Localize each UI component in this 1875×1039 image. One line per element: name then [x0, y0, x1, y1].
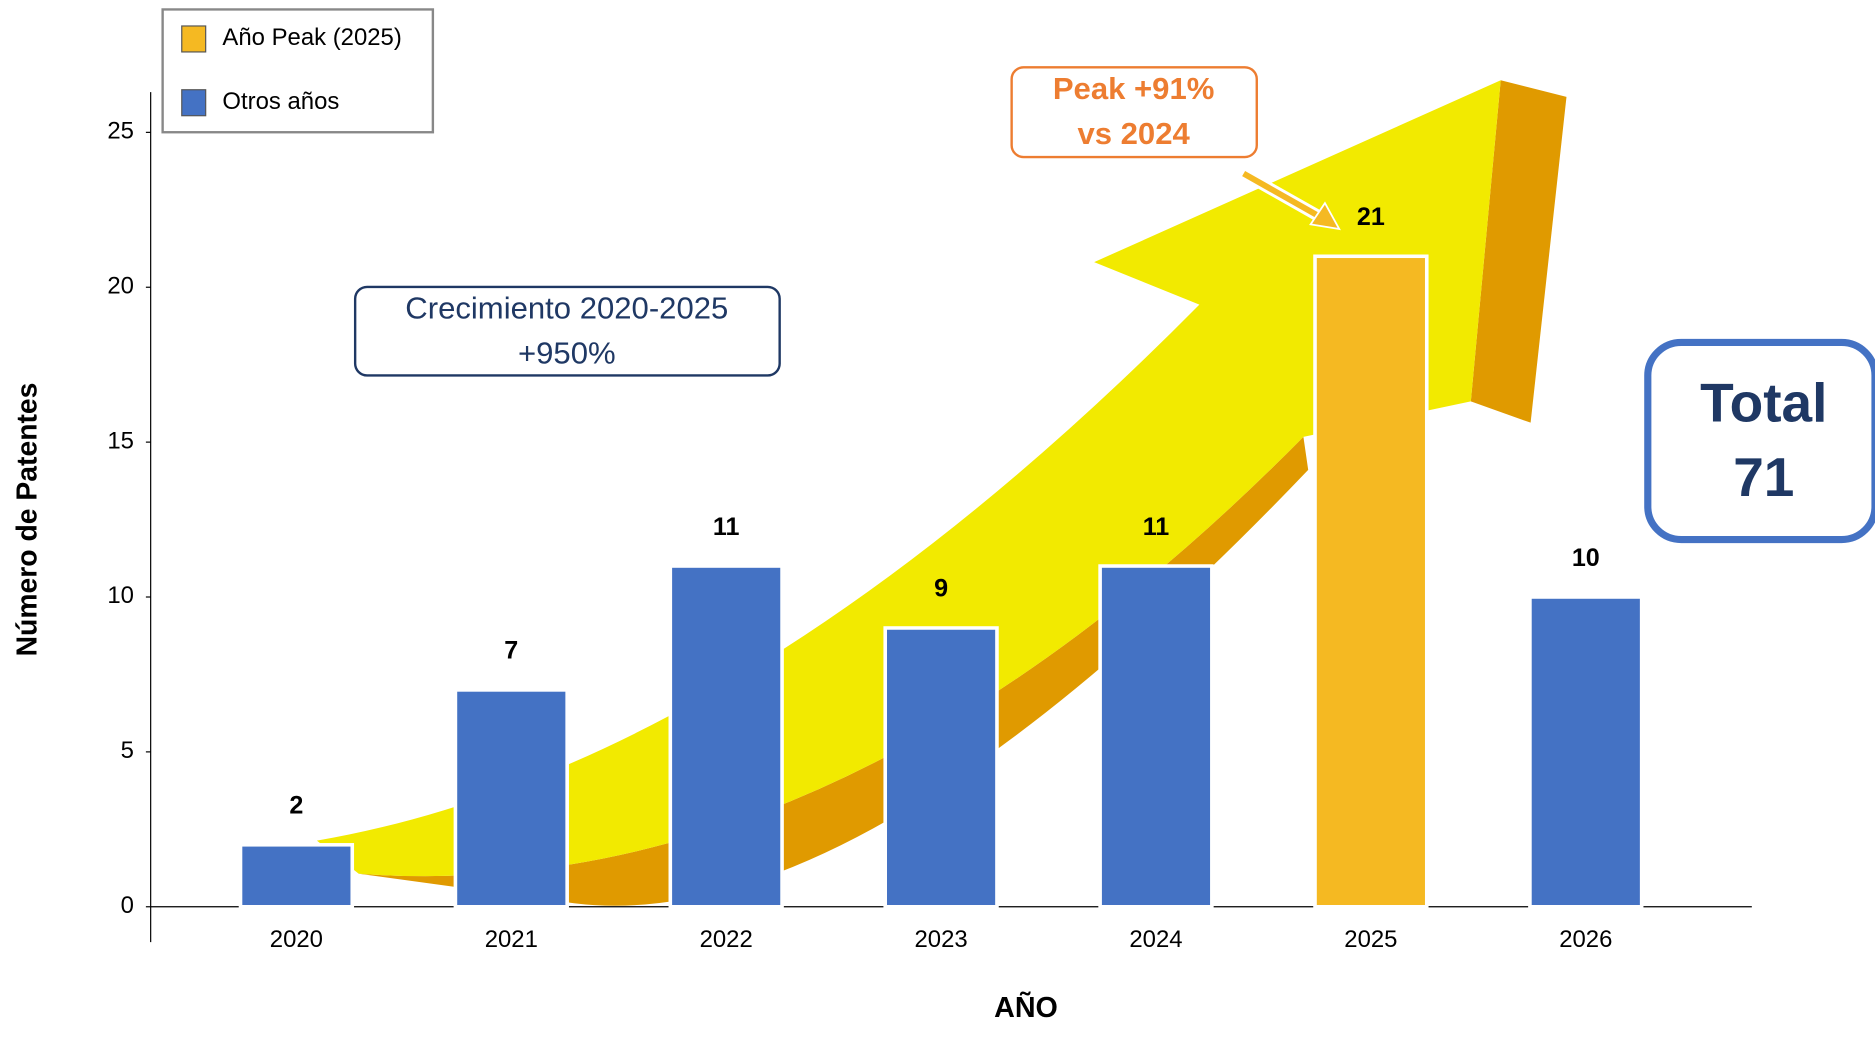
y-tick-label: 5	[121, 737, 134, 764]
y-tick-label: 25	[107, 118, 134, 145]
bar	[1098, 564, 1214, 909]
legend-swatch	[181, 89, 207, 117]
legend-label: Otros años	[222, 88, 339, 115]
data-label: 9	[934, 575, 948, 603]
peak-subtitle: vs 2024	[1077, 116, 1189, 151]
total-box	[1644, 338, 1875, 544]
x-axis-label: AÑO	[994, 992, 1058, 1024]
x-tick-label: 2020	[270, 926, 323, 953]
growth-title: Crecimiento 2020-2025	[405, 291, 728, 326]
pointer-line	[1242, 170, 1327, 223]
bar	[238, 843, 355, 909]
x-tick-label: 2025	[1344, 926, 1397, 953]
arrow-shade	[358, 436, 1309, 906]
legend-swatch	[181, 25, 207, 53]
data-label: 10	[1572, 544, 1600, 572]
legend	[161, 8, 435, 134]
legend-label: Año Peak (2025)	[222, 24, 401, 51]
peak-title: Peak +91%	[1053, 71, 1215, 106]
x-tick-label: 2024	[1129, 926, 1182, 953]
y-tick-label: 10	[107, 582, 134, 609]
data-label: 7	[504, 637, 518, 665]
pointer-head	[1309, 201, 1341, 231]
arrow-shade	[1470, 80, 1567, 423]
y-tick-label: 15	[107, 427, 134, 454]
y-tick-label: 20	[107, 273, 134, 300]
bar	[1528, 595, 1644, 909]
data-label: 11	[1143, 513, 1170, 541]
data-label: 11	[713, 513, 740, 541]
growth-arrow	[316, 80, 1567, 906]
bar	[453, 688, 569, 909]
total-value: 71	[1733, 447, 1794, 508]
x-tick-label: 2022	[700, 926, 753, 953]
x-tick-label: 2021	[485, 926, 538, 953]
y-tick-label: 0	[121, 892, 134, 919]
arrow-body	[316, 80, 1501, 877]
peak-pointer	[1240, 168, 1341, 231]
data-label: 21	[1357, 203, 1385, 231]
growth-box	[353, 285, 781, 377]
x-tick-label: 2023	[914, 926, 967, 953]
total-title: Total	[1700, 373, 1827, 434]
data-label: 2	[289, 792, 303, 820]
bar	[1313, 254, 1429, 909]
bar	[883, 626, 999, 909]
bar	[668, 564, 784, 909]
growth-value: +950%	[518, 336, 616, 371]
y-axis-label: Número de Patentes	[11, 383, 43, 657]
peak-box	[1010, 66, 1258, 159]
x-tick-label: 2026	[1559, 926, 1612, 953]
